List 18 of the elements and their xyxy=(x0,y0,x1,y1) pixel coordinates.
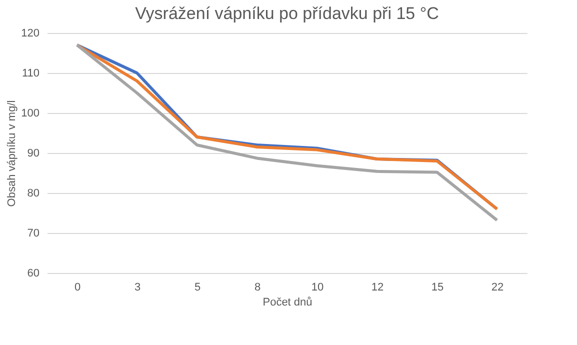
chart-title: Vysrážení vápníku po přídavku při 15 °C xyxy=(135,4,439,23)
y-tick-label: 120 xyxy=(21,28,40,40)
y-tick-label: 100 xyxy=(21,108,40,120)
x-tick-label: 0 xyxy=(74,282,81,294)
x-tick-label: 15 xyxy=(431,282,444,294)
y-tick-label: 70 xyxy=(27,228,40,240)
y-tick-label: 90 xyxy=(27,148,40,160)
x-tick-label: 8 xyxy=(254,282,261,294)
x-tick-label: 3 xyxy=(134,282,141,294)
x-tick-label: 12 xyxy=(371,282,384,294)
y-tick-label: 60 xyxy=(27,268,40,280)
x-tick-label: 10 xyxy=(311,282,324,294)
x-tick-label: 5 xyxy=(194,282,201,294)
x-axis-title: Počet dnů xyxy=(262,296,312,308)
x-tick-label: 22 xyxy=(491,282,504,294)
y-tick-label: 80 xyxy=(27,188,40,200)
y-axis-title: Obsah vápníku v mg/l xyxy=(6,100,18,207)
y-tick-label: 110 xyxy=(22,68,40,80)
